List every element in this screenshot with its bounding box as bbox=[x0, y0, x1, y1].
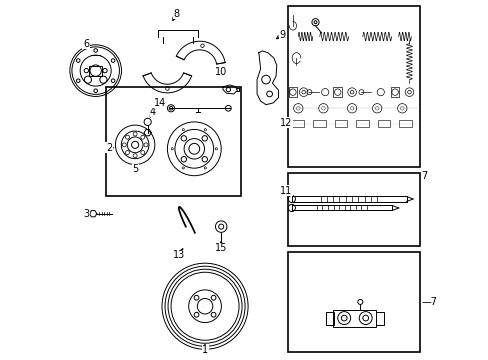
Text: 1: 1 bbox=[202, 345, 208, 355]
Bar bbox=[333, 87, 341, 97]
Bar bbox=[334, 120, 346, 127]
Text: 6: 6 bbox=[83, 39, 89, 49]
Bar bbox=[288, 87, 297, 97]
Text: 3: 3 bbox=[83, 209, 89, 219]
Bar bbox=[287, 6, 419, 167]
Bar bbox=[333, 310, 376, 327]
Text: —7: —7 bbox=[421, 297, 437, 307]
Bar bbox=[89, 66, 102, 76]
Bar bbox=[375, 312, 383, 324]
Bar bbox=[325, 312, 333, 324]
Bar bbox=[377, 120, 389, 127]
Text: 5: 5 bbox=[132, 164, 138, 174]
Text: 11: 11 bbox=[280, 186, 292, 196]
Bar bbox=[390, 87, 399, 97]
Text: 4: 4 bbox=[150, 107, 156, 117]
Text: 13: 13 bbox=[173, 250, 185, 260]
Bar bbox=[399, 120, 411, 127]
Text: 8: 8 bbox=[173, 9, 179, 19]
Bar bbox=[106, 87, 241, 196]
Text: 15: 15 bbox=[215, 243, 227, 253]
Bar bbox=[313, 120, 325, 127]
Text: 14: 14 bbox=[153, 98, 165, 108]
Bar bbox=[287, 173, 419, 246]
Text: 12: 12 bbox=[280, 118, 292, 128]
Bar bbox=[356, 120, 368, 127]
Bar bbox=[291, 120, 304, 127]
Bar bbox=[287, 252, 419, 352]
Text: 9: 9 bbox=[279, 30, 285, 40]
Text: 10: 10 bbox=[215, 67, 227, 77]
Text: 2: 2 bbox=[105, 143, 112, 153]
Text: 7: 7 bbox=[421, 171, 427, 181]
